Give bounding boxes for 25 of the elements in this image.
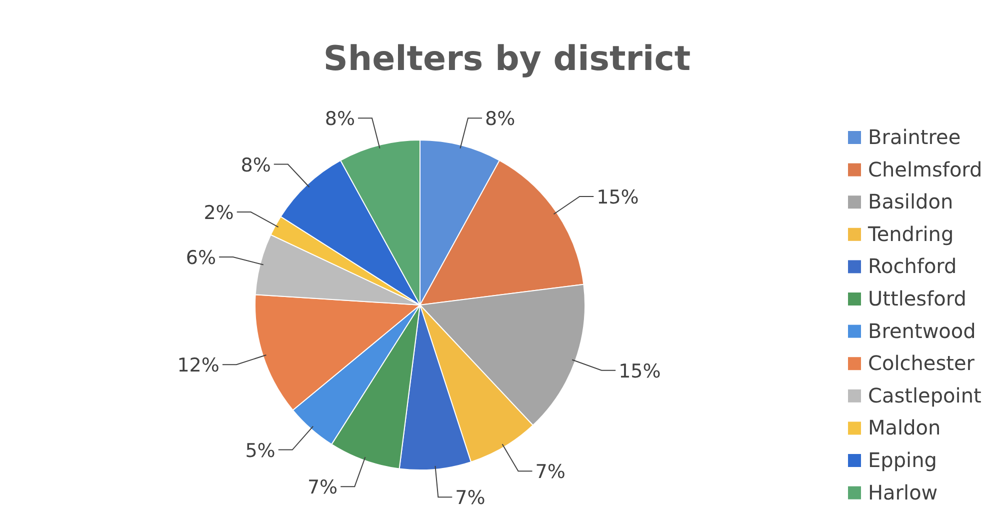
legend-label: Harlow (868, 480, 938, 504)
data-label: 15% (596, 186, 639, 209)
legend-label: Colchester (868, 351, 976, 376)
legend-label: Chelmsford (868, 157, 982, 182)
data-label: 8% (240, 154, 271, 176)
legend-label: Brentwood (868, 318, 976, 343)
legend-label: Epping (868, 448, 937, 472)
legend-label: Castlepoint (868, 383, 982, 408)
legend-label: Rochford (868, 254, 957, 278)
legend-label: Maldon (868, 416, 941, 440)
data-label: 7% (455, 487, 486, 510)
data-label: 6% (186, 247, 216, 270)
data-label: 7% (307, 476, 338, 499)
data-label: 15% (618, 360, 661, 382)
legend-label: Basildon (868, 190, 954, 214)
chart-title: Shelters by district (323, 39, 691, 79)
legend-label: Uttlesford (868, 286, 966, 310)
data-label: 7% (535, 461, 566, 484)
data-label: 5% (245, 440, 276, 462)
data-label: 12% (177, 354, 220, 377)
data-label: 2% (204, 202, 234, 224)
legend-label: Tendring (867, 222, 954, 246)
data-label: 8% (324, 108, 356, 130)
data-label: 8% (484, 108, 516, 130)
legend-label: Braintree (868, 125, 961, 149)
